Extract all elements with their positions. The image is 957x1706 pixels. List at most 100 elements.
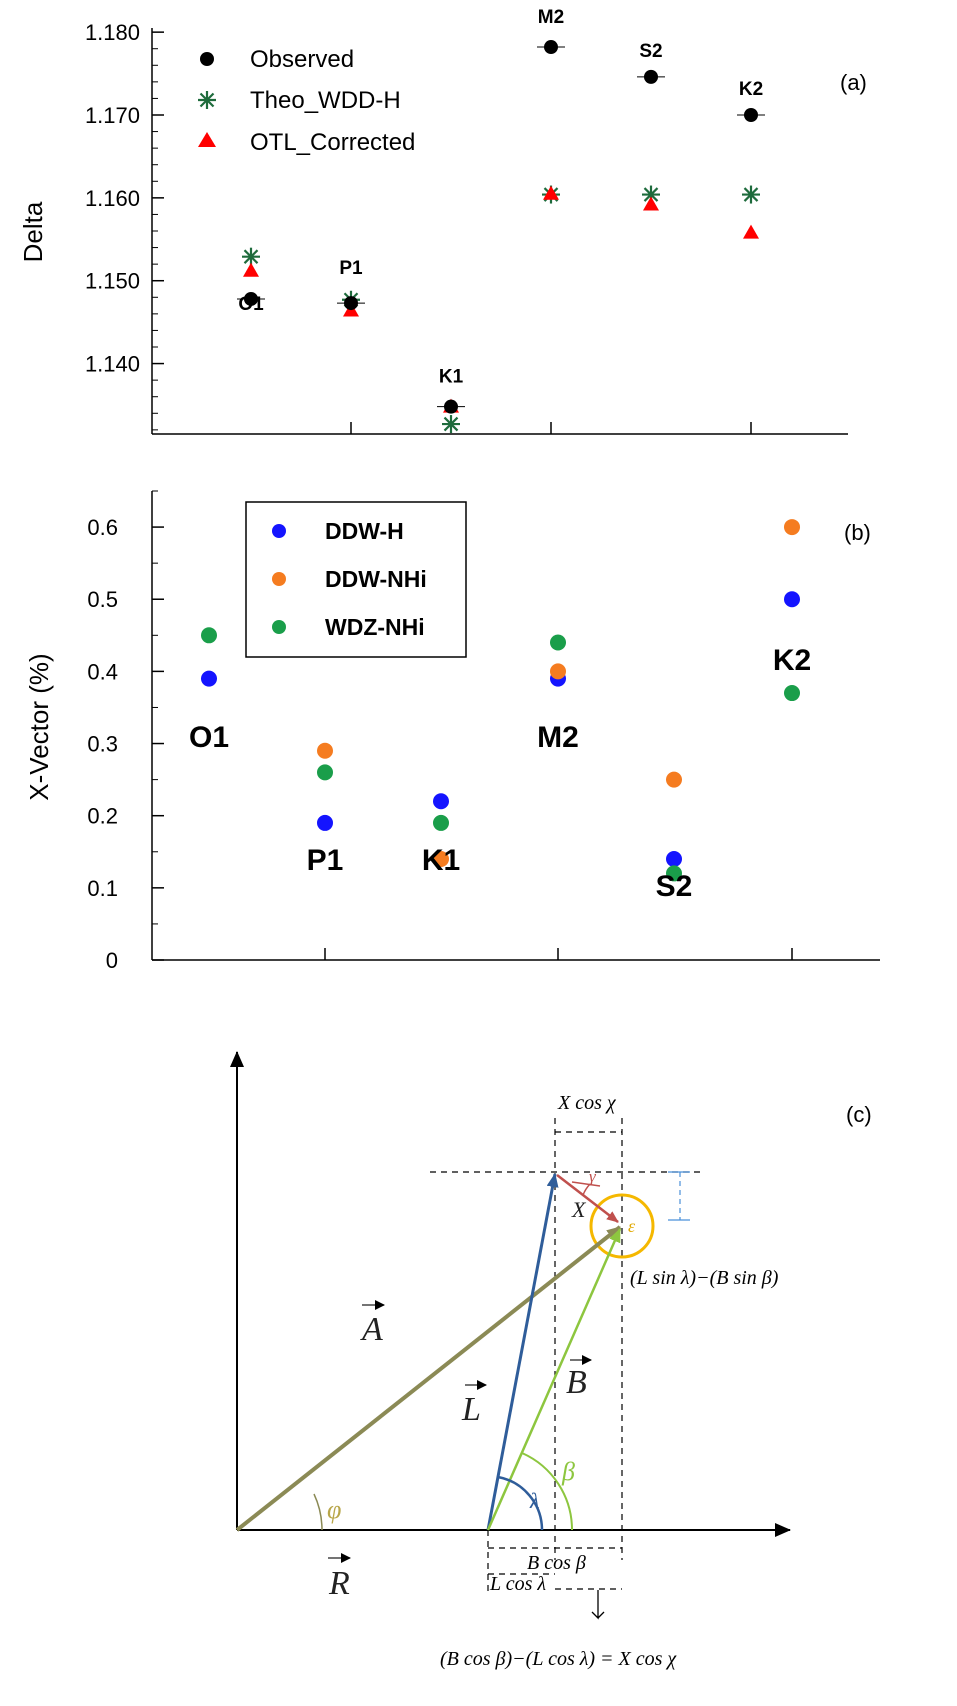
observed-point	[644, 69, 658, 84]
uncertainty-circle	[589, 1193, 655, 1259]
legend-observed-marker	[200, 52, 214, 66]
panel-b-data-point	[784, 519, 800, 536]
legend-ddwnhi-label: DDW-NHi	[325, 566, 427, 592]
panel-a-legend: Observed Theo_WDD-H OTL_Corrected	[198, 46, 415, 156]
otl-corrected-point	[743, 224, 759, 239]
vector-r-label: R	[328, 1553, 351, 1602]
panel-a-y-tick-label: 1.160	[85, 186, 140, 211]
panel-b-y-tick-label: 0.3	[87, 732, 118, 757]
panel-b-y-axis-title: X-Vector (%)	[24, 653, 54, 800]
panel-b-y-tick-label: 0	[106, 948, 118, 973]
vector-a-text: A	[360, 1311, 383, 1348]
panel-b-y-tick-label: 0.4	[87, 659, 118, 684]
panel-b-data-point	[550, 663, 566, 680]
panel-b-legend: DDW-H DDW-NHi WDZ-NHi	[245, 501, 467, 658]
legend-ddwh-label: DDW-H	[325, 518, 404, 544]
panel-b-category-label: M2	[537, 721, 579, 754]
theo-wdd-h-point	[742, 185, 760, 204]
observed-point	[344, 296, 358, 311]
panel-b-category-label: K2	[773, 644, 811, 677]
panel-b-data-point	[317, 764, 333, 781]
panel-a-category-label: S2	[639, 41, 662, 62]
legend-otl-marker	[198, 132, 216, 147]
panel-a-y-tick-label: 1.150	[85, 269, 140, 294]
panel-b-y-tick-label: 0.5	[87, 587, 118, 612]
otl-corrected-point	[643, 196, 659, 211]
panel-b-data-point	[666, 865, 682, 882]
lambda-arc	[497, 1475, 544, 1531]
panel-b-data-point	[433, 814, 449, 831]
cos-expression-label: (B cos β)−(L cos λ) = X cos χ	[440, 1648, 677, 1670]
sin-expression-label: (L sin λ)−(B sin β)	[630, 1267, 779, 1289]
vector-a-label: A	[360, 1300, 385, 1348]
panel-b-data-point	[317, 742, 333, 759]
legend-box	[245, 501, 467, 658]
observed-point	[744, 108, 758, 122]
beta-arc	[521, 1452, 574, 1531]
down-arrow-icon	[591, 1590, 605, 1620]
epsilon-dimension-marker	[668, 1171, 690, 1221]
panel-a-category-label: P1	[339, 258, 363, 279]
panel-a-tag: (a)	[840, 70, 867, 95]
panel-a-delta-chart: 1.140 1.150 1.160 1.170 1.180 O1 P1 K1 M2 S2 K2 D…	[18, 7, 867, 435]
observed-point	[244, 291, 258, 306]
otl-corrected-point	[243, 262, 259, 277]
panel-b-data-point	[201, 670, 217, 687]
panel-b-data-point	[784, 591, 800, 608]
b-cos-beta-label: B cos β	[527, 1552, 586, 1574]
panel-a-y-tick-label: 1.170	[85, 103, 140, 128]
panel-a-y-tick-label: 1.140	[85, 352, 140, 377]
vector-l-label: L	[461, 1380, 487, 1428]
legend-ddwnhi-marker	[272, 572, 286, 586]
panel-c-vector-diagram: (c) ε	[230, 1051, 872, 1670]
panel-b-data-point	[433, 793, 449, 810]
observed-point	[544, 40, 558, 55]
diagram-dashed-guides	[430, 1118, 700, 1595]
gamma-angle-guide	[571, 1181, 601, 1187]
panel-b-category-label: K1	[422, 844, 460, 877]
legend-wdznhi-marker	[272, 620, 286, 634]
l-cos-lambda-label: L cos λ	[489, 1573, 546, 1595]
panel-b-data-point	[784, 685, 800, 702]
panel-b-y-tick-label: 0.6	[87, 515, 118, 540]
legend-theo-label: Theo_WDD-H	[250, 87, 401, 114]
beta-label: β	[561, 1457, 575, 1486]
panel-b-category-label: S2	[656, 870, 693, 903]
panel-b-category-label: O1	[189, 721, 229, 754]
theo-wdd-h-point	[242, 247, 260, 266]
panel-b-y-tick-label: 0.2	[87, 804, 118, 829]
phi-label: φ	[327, 1495, 341, 1524]
theo-wdd-h-point	[442, 415, 460, 434]
panel-c-tag: (c)	[846, 1102, 872, 1127]
legend-ddwh-marker	[272, 524, 286, 538]
phi-arc	[313, 1493, 323, 1531]
vector-l	[486, 1173, 559, 1531]
panel-b-data-point	[550, 634, 566, 651]
panel-b-data-point	[201, 627, 217, 644]
panel-b-y-tick-label: 0.1	[87, 876, 118, 901]
panel-b-xvector-chart: 0 0.1 0.2 0.3 0.4 0.5 0.6 O1 P1 K1 M2 S2 K2 X-Vecto…	[24, 490, 880, 973]
vector-b-label: B	[566, 1355, 592, 1401]
legend-otl-label: OTL_Corrected	[250, 129, 415, 156]
lambda-label: λ	[529, 1488, 540, 1513]
epsilon-label: ε	[628, 1216, 636, 1236]
observed-point	[444, 399, 458, 414]
panel-a-y-axis-title: Delta	[18, 201, 48, 262]
panel-b-data-point	[666, 850, 682, 867]
gamma-arc	[582, 1183, 591, 1196]
legend-observed-label: Observed	[250, 46, 354, 73]
gamma-label: γ	[589, 1167, 597, 1186]
otl-corrected-point	[543, 185, 559, 200]
panel-b-data-point	[317, 814, 333, 831]
x-cos-chi-label: X cos χ	[557, 1092, 617, 1114]
panel-a-category-label: M2	[538, 7, 564, 28]
panel-a-category-label: K2	[739, 79, 763, 100]
panel-b-category-label: P1	[307, 844, 344, 877]
vector-b-text: B	[566, 1364, 587, 1401]
legend-theo-marker	[198, 91, 216, 109]
panel-b-data-point	[433, 850, 449, 867]
legend-wdznhi-label: WDZ-NHi	[325, 614, 425, 640]
vector-x	[556, 1174, 619, 1223]
vector-r-text: R	[328, 1565, 350, 1602]
